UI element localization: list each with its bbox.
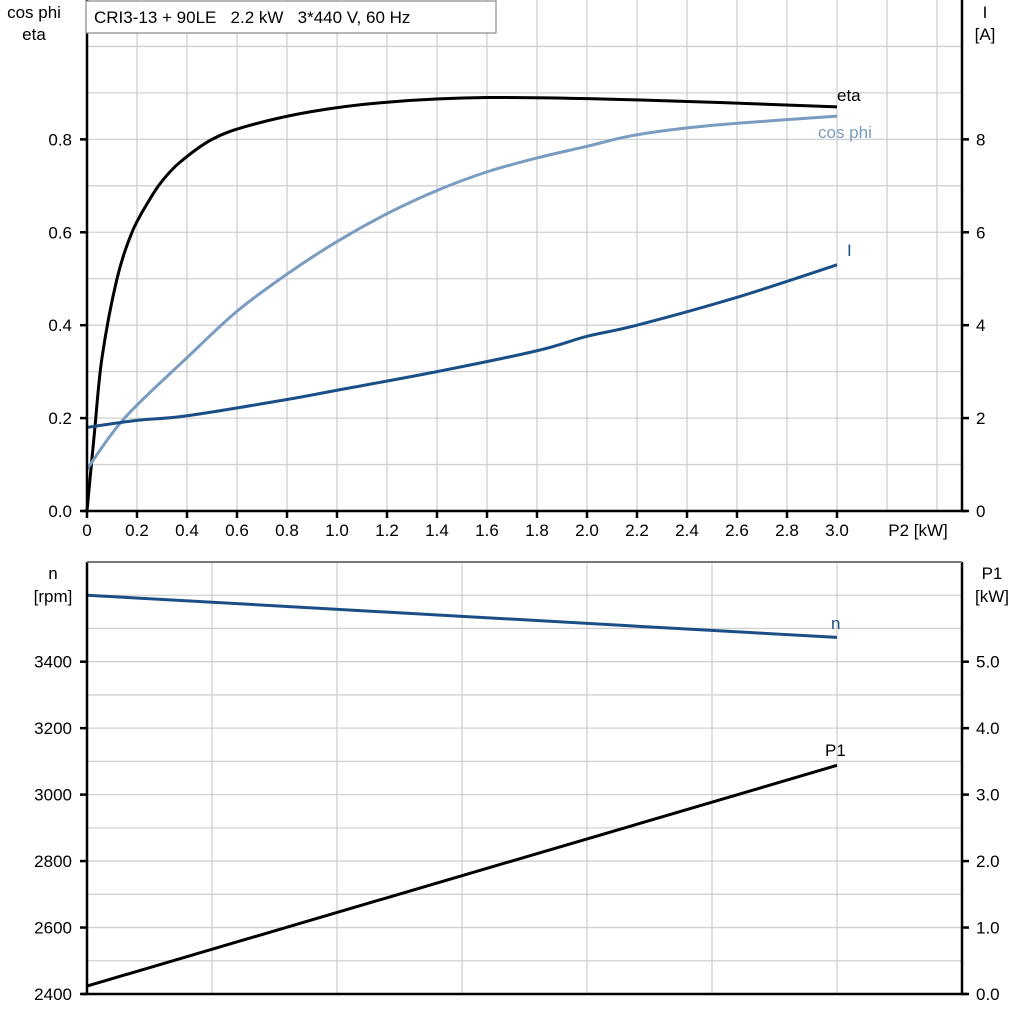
top-plot-grid [87, 0, 962, 511]
x-tick-label: 2.8 [775, 521, 799, 540]
x-tick-label: 0 [82, 521, 91, 540]
y-tick-label-left: 3200 [34, 719, 72, 738]
curves [85, 95, 838, 988]
y-right-label-I: I [983, 3, 988, 22]
y-tick-label-right: 1.0 [976, 919, 1000, 938]
x-axis-label: P2 [kW] [888, 521, 948, 540]
y-tick-label-left: 0.4 [48, 316, 72, 335]
y-tick-label-right: 2 [976, 409, 985, 428]
y-tick-label-left: 3400 [34, 653, 72, 672]
x-tick-label: 1.8 [525, 521, 549, 540]
y-tick-label-left: 0.2 [48, 409, 72, 428]
y-tick-label-left: 0.8 [48, 130, 72, 149]
x-tick-label: 1.0 [325, 521, 349, 540]
x-tick-label: 0.4 [175, 521, 199, 540]
y-left-label-cosphi: cos phi [7, 3, 61, 22]
y-tick-label-right: 4.0 [976, 719, 1000, 738]
x-tick-label: 1.4 [425, 521, 449, 540]
bottom-y-right-label-P1: P1 [982, 564, 1003, 583]
y-tick-label-right: 8 [976, 130, 985, 149]
x-tick-label: 0.8 [275, 521, 299, 540]
y-tick-label-left: 2800 [34, 852, 72, 871]
x-tick-label: 1.2 [375, 521, 399, 540]
bottom-y-left-label-n: n [48, 564, 57, 583]
curve-cos-phi [85, 114, 838, 471]
x-tick-label: 2.0 [575, 521, 599, 540]
curve-label-eta: eta [837, 86, 861, 105]
x-tick-label: 3.0 [825, 521, 849, 540]
x-tick-label: 1.6 [475, 521, 499, 540]
y-tick-label-right: 0 [976, 502, 985, 521]
y-tick-label-left: 2600 [34, 919, 72, 938]
chart-title: CRI3-13 + 90LE 2.2 kW 3*440 V, 60 Hz [94, 8, 410, 27]
x-tick-label: 2.2 [625, 521, 649, 540]
y-tick-label-left: 0.0 [48, 502, 72, 521]
x-tick-label: 0.6 [225, 521, 249, 540]
y-tick-label-right: 4 [976, 316, 985, 335]
y-tick-label-right: 3.0 [976, 786, 1000, 805]
title-box [85, 0, 497, 34]
y-tick-label-left: 2400 [34, 985, 72, 1004]
y-tick-label-right: 5.0 [976, 653, 1000, 672]
curve-label-cosphi: cos phi [818, 123, 872, 142]
bottom-y-left-label-rpm: [rpm] [34, 587, 73, 606]
bottom-plot-grid [87, 562, 962, 994]
curve-n [86, 593, 838, 639]
y-tick-label-left: 0.6 [48, 223, 72, 242]
y-tick-label-right: 2.0 [976, 852, 1000, 871]
x-tick-label: 0.2 [125, 521, 149, 540]
y-tick-label-right: 0.0 [976, 985, 1000, 1004]
axes [80, 0, 969, 996]
x-tick-label: 2.4 [675, 521, 699, 540]
curve-label-P1: P1 [825, 741, 846, 760]
curve-i [86, 263, 838, 429]
curve-label-n: n [831, 614, 840, 633]
y-right-label-A: [A] [975, 25, 996, 44]
curve-label-I: I [847, 241, 852, 260]
y-tick-label-right: 6 [976, 223, 985, 242]
tick-labels: 0.0 0.2 0.4 0.6 0.8 0 2 4 6 8 0 0.2 0.4 0.6 0.8 1.0 1.2 1… [34, 130, 999, 1004]
x-tick-label: 2.6 [725, 521, 749, 540]
curve-eta [85, 95, 838, 512]
y-left-label-eta: eta [22, 25, 46, 44]
y-tick-label-left: 3000 [34, 786, 72, 805]
curve-p1 [86, 763, 838, 988]
bottom-y-right-label-kW: [kW] [975, 587, 1009, 606]
